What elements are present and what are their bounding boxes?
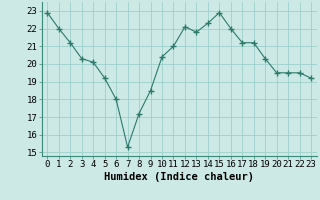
X-axis label: Humidex (Indice chaleur): Humidex (Indice chaleur) [104, 172, 254, 182]
